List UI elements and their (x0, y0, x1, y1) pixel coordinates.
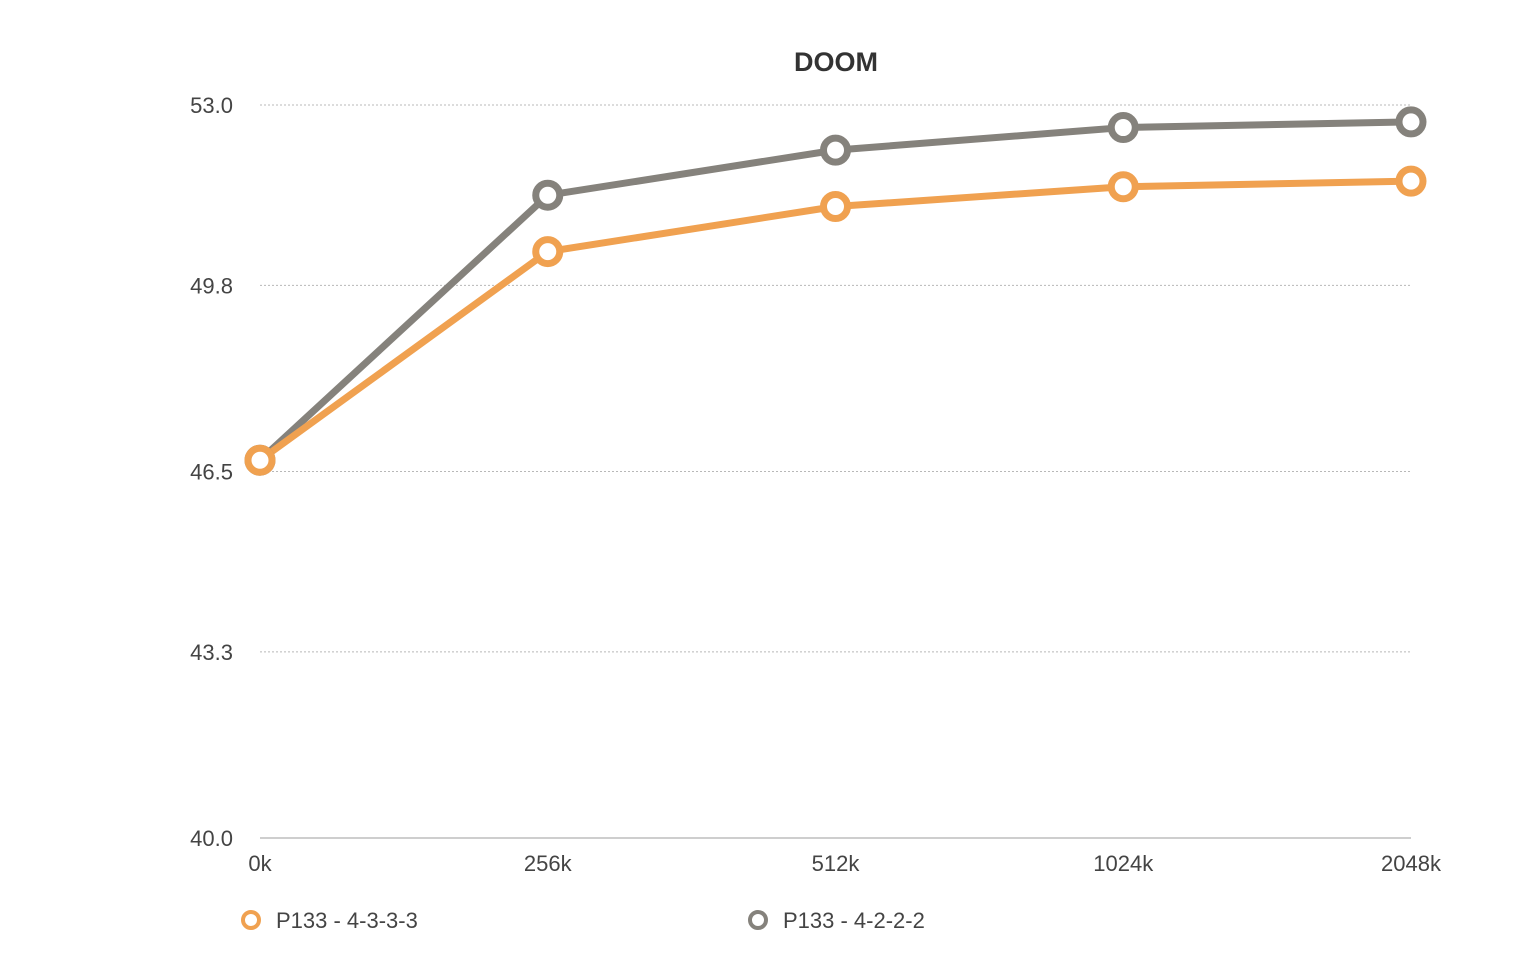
data-point[interactable] (1395, 106, 1427, 138)
data-point[interactable] (820, 190, 851, 222)
x-tick-label: 0k (248, 851, 272, 876)
data-point[interactable] (532, 179, 564, 211)
y-tick-label: 43.3 (190, 640, 233, 665)
legend-label: P133 - 4-2-2-2 (783, 908, 925, 933)
series-lines (256, 118, 1415, 464)
data-point[interactable] (532, 236, 564, 268)
gridlines (260, 104, 1411, 839)
x-tick-label: 2048k (1381, 851, 1442, 876)
legend-label: P133 - 4-3-3-3 (276, 908, 418, 933)
y-tick-label: 40.0 (190, 826, 233, 851)
x-axis-tick-labels: 0k 256k 512k 1024k 2048k (248, 851, 1442, 876)
x-tick-label: 512k (812, 851, 861, 876)
chart-title: DOOM (794, 47, 878, 77)
y-axis-tick-labels: 40.0 43.3 46.5 49.8 53.0 (190, 93, 233, 851)
data-point[interactable] (820, 134, 851, 166)
legend-item-1[interactable]: P133 - 4-3-3-3 (241, 908, 418, 933)
data-point[interactable] (1107, 112, 1139, 144)
series-line-1 (256, 177, 1415, 464)
x-tick-label: 1024k (1093, 851, 1154, 876)
legend-marker-icon (241, 910, 261, 930)
data-point[interactable] (1107, 171, 1139, 203)
legend-marker-icon (748, 910, 768, 930)
series-markers (244, 106, 1427, 476)
data-point[interactable] (1395, 165, 1427, 197)
series-line-2 (256, 118, 1415, 464)
y-tick-label: 53.0 (190, 93, 233, 118)
y-tick-label: 46.5 (190, 460, 233, 485)
legend-item-2[interactable]: P133 - 4-2-2-2 (748, 908, 925, 933)
x-tick-label: 256k (524, 851, 573, 876)
y-tick-label: 49.8 (190, 273, 233, 298)
legend[interactable]: P133 - 4-3-3-3 P133 - 4-2-2-2 (241, 908, 925, 933)
data-point[interactable] (244, 444, 276, 476)
